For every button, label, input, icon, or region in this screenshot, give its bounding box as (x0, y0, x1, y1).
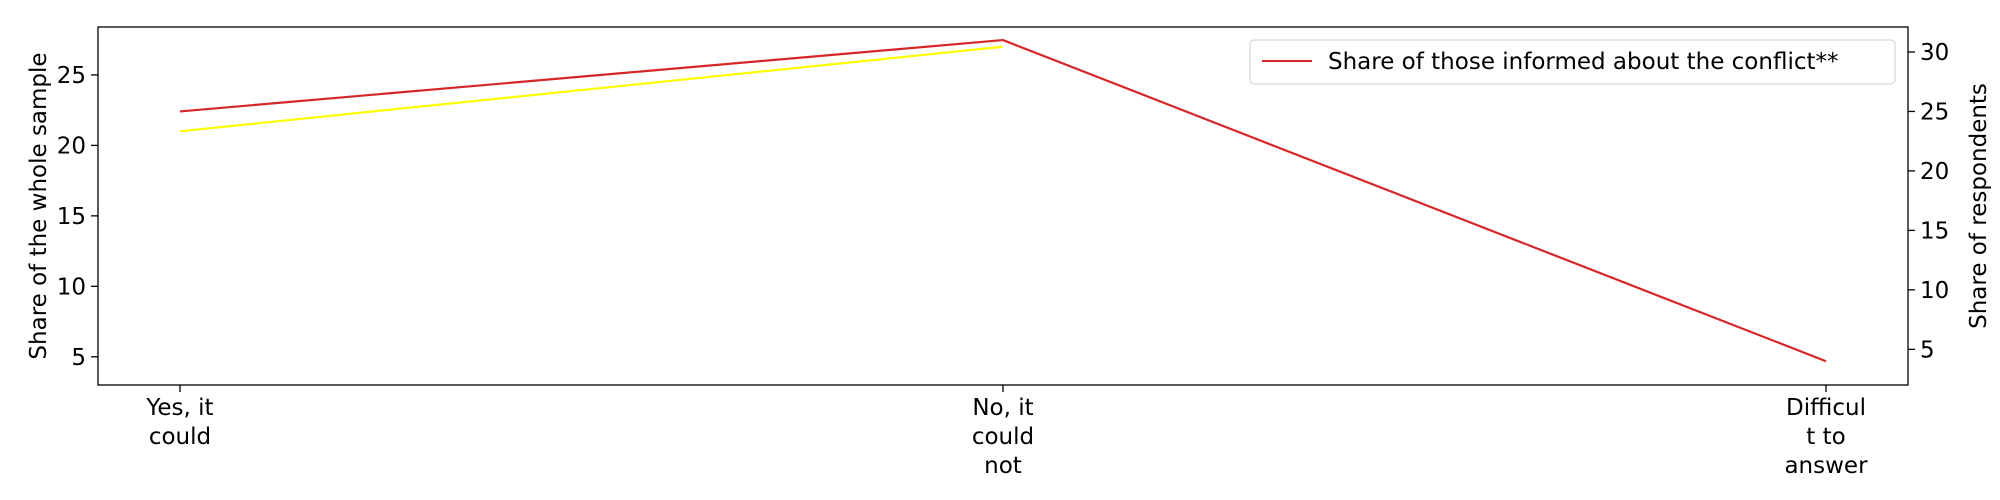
left-axis-ticks: 5 10 15 20 25 (57, 63, 98, 371)
series-layer (179, 38, 1827, 363)
left-axis-title: Share of the whole sample (26, 52, 52, 359)
right-axis-title: Share of respondents (1966, 83, 1992, 329)
left-tick-label: 5 (71, 345, 86, 371)
x-tick-label-line: could (149, 424, 211, 450)
right-tick-label: 30 (1920, 40, 1949, 66)
left-tick-label: 15 (57, 204, 86, 230)
right-tick-label: 15 (1920, 218, 1949, 244)
x-tick-label-line: answer (1784, 453, 1868, 479)
series-line-informed (179, 38, 1827, 363)
x-tick-label-line: not (984, 453, 1022, 479)
x-tick-label: No, it could not (972, 395, 1034, 479)
legend-label: Share of those informed about the confli… (1328, 49, 1839, 75)
x-tick-label-line: could (972, 424, 1034, 450)
right-axis-ticks: 5 10 15 20 25 30 (1908, 40, 1949, 363)
left-tick-label: 20 (57, 133, 86, 159)
x-tick-label: Yes, it could (145, 395, 213, 450)
x-tick-label-line: Yes, it (145, 395, 213, 421)
right-tick-label: 25 (1920, 99, 1949, 125)
legend-box (1249, 39, 1896, 85)
x-tick-label-line: Difficul (1786, 395, 1866, 421)
series-line-whole-sample (179, 45, 1004, 133)
right-tick-label: 20 (1920, 159, 1949, 185)
legend: Share of those informed about the confli… (1249, 39, 1896, 85)
x-tick-label-line: t to (1806, 424, 1845, 450)
x-tick-label-line: No, it (972, 395, 1033, 421)
x-tick-label: Difficul t to answer (1784, 395, 1868, 479)
left-tick-label: 10 (57, 274, 86, 300)
left-tick-label: 25 (57, 63, 86, 89)
right-tick-label: 10 (1920, 278, 1949, 304)
right-tick-label: 5 (1920, 337, 1935, 363)
x-axis-ticks: Yes, it could No, it could not Difficul t to an… (145, 385, 1868, 479)
